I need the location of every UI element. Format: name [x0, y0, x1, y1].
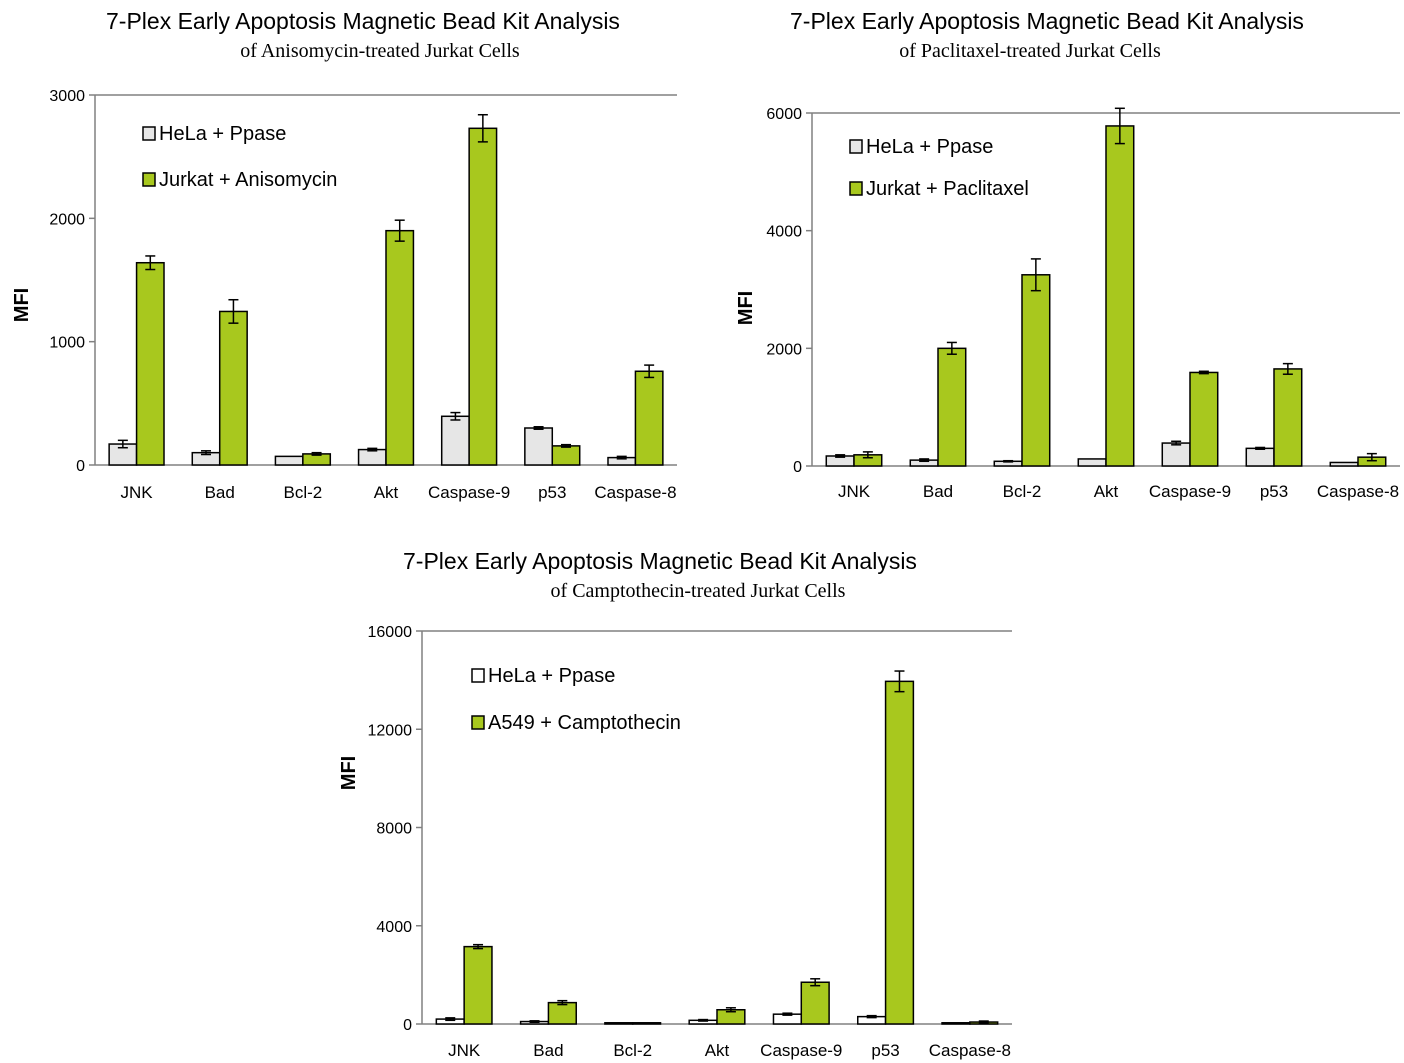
- bar: [1273, 368, 1303, 467]
- bar: [1161, 442, 1191, 467]
- bar: [937, 347, 967, 467]
- x-tick-label: Caspase-8: [594, 483, 676, 502]
- bar: [547, 1001, 577, 1025]
- chart-panel-camptothecin: 7-Plex Early Apoptosis Magnetic Bead Kit…: [300, 540, 1100, 1063]
- x-tick-label: JNK: [838, 482, 871, 501]
- bar: [218, 310, 248, 466]
- legend-label: A549 + Camptothecin: [488, 712, 681, 734]
- bar-chart-anisomycin: 0 1000 2000 3000 MFI JNK Bad Bcl-2 Akt Caspase-9 p…: [11, 88, 677, 502]
- bar: [135, 261, 165, 466]
- y-tick-label: 1000: [49, 335, 85, 352]
- y-tick-label: 2000: [49, 211, 85, 228]
- bar: [1077, 458, 1107, 467]
- bar: [1245, 447, 1275, 467]
- legend-swatch: [471, 668, 485, 683]
- x-tick-label: Caspase-8: [1317, 482, 1399, 501]
- y-tick-label: 0: [793, 459, 802, 476]
- legend-swatch: [142, 172, 156, 187]
- x-tick-label: Akt: [1094, 482, 1119, 501]
- legend-swatch: [849, 139, 863, 154]
- legend-swatch: [471, 715, 485, 730]
- chart-title: 7-Plex Early Apoptosis Magnetic Bead Kit…: [403, 548, 917, 574]
- x-tick-label: p53: [871, 1041, 899, 1060]
- bar: [524, 427, 554, 466]
- chart-subtitle: of Anisomycin-treated Jurkat Cells: [240, 40, 520, 62]
- x-tick-label: Caspase-9: [428, 483, 510, 502]
- y-tick-label: 3000: [49, 88, 85, 105]
- legend-swatch: [142, 126, 156, 141]
- bar: [551, 445, 581, 466]
- y-axis-label: MFI: [11, 288, 33, 322]
- x-tick-label: Akt: [374, 483, 399, 502]
- y-tick-label: 4000: [376, 919, 412, 936]
- chart-subtitle: of Paclitaxel-treated Jurkat Cells: [899, 40, 1161, 62]
- legend-swatch: [849, 181, 863, 196]
- x-tick-label: Bcl-2: [1003, 482, 1042, 501]
- bar: [941, 1022, 971, 1025]
- bar: [604, 1022, 634, 1025]
- bar: [385, 229, 415, 466]
- y-tick-label: 8000: [376, 821, 412, 838]
- legend-label: HeLa + Ppase: [866, 136, 993, 158]
- x-tick-label: Bcl-2: [283, 483, 322, 502]
- bar: [440, 415, 470, 466]
- x-tick-label: Bcl-2: [613, 1041, 652, 1060]
- y-axis-label: MFI: [338, 756, 360, 790]
- legend-label: HeLa + Ppase: [488, 665, 615, 687]
- chart-title: 7-Plex Early Apoptosis Magnetic Bead Kit…: [790, 8, 1304, 34]
- bar: [634, 370, 664, 466]
- bar-chart-paclitaxel: 0 2000 4000 6000 MFI JNK Bad Bcl-2 Akt Caspase-9 p…: [735, 106, 1400, 501]
- bar: [884, 680, 915, 1025]
- x-tick-label: JNK: [448, 1041, 481, 1060]
- chart-title: 7-Plex Early Apoptosis Magnetic Bead Kit…: [106, 8, 620, 34]
- chart-subtitle: of Camptothecin-treated Jurkat Cells: [550, 580, 846, 602]
- y-tick-label: 16000: [368, 624, 413, 641]
- legend-label: Jurkat + Paclitaxel: [866, 178, 1029, 200]
- y-tick-label: 2000: [766, 341, 802, 358]
- legend-label: HeLa + Ppase: [159, 123, 286, 145]
- x-tick-label: Caspase-9: [1149, 482, 1231, 501]
- bar: [463, 945, 493, 1025]
- y-tick-label: 6000: [766, 106, 802, 123]
- bar: [357, 448, 387, 466]
- y-axis-label: MFI: [735, 291, 757, 325]
- bar: [1021, 274, 1051, 467]
- bar: [1329, 461, 1359, 467]
- bar: [1105, 125, 1135, 467]
- y-tick-label: 4000: [766, 224, 802, 241]
- bar: [1189, 371, 1219, 467]
- bar: [631, 1022, 662, 1025]
- x-tick-label: p53: [1260, 482, 1288, 501]
- x-tick-label: Bad: [205, 483, 235, 502]
- chart-panel-paclitaxel: 7-Plex Early Apoptosis Magnetic Bead Kit…: [700, 0, 1404, 530]
- y-tick-label: 0: [76, 458, 85, 475]
- x-tick-label: Bad: [923, 482, 953, 501]
- y-tick-label: 12000: [368, 722, 413, 739]
- x-tick-label: Caspase-8: [929, 1041, 1011, 1060]
- chart-panel-anisomycin: 7-Plex Early Apoptosis Magnetic Bead Kit…: [0, 0, 700, 530]
- bar: [274, 455, 304, 466]
- x-tick-label: Caspase-9: [760, 1041, 842, 1060]
- bar-chart-camptothecin: 0 4000 8000 12000 16000 MFI JNK Bad Bcl-2 Akt Casp…: [338, 624, 1012, 1060]
- legend-label: Jurkat + Anisomycin: [159, 169, 337, 191]
- y-tick-label: 0: [403, 1017, 412, 1034]
- x-tick-label: Akt: [705, 1041, 730, 1060]
- x-tick-label: Bad: [533, 1041, 563, 1060]
- x-tick-label: p53: [538, 483, 566, 502]
- x-tick-label: JNK: [121, 483, 154, 502]
- bar: [800, 981, 830, 1025]
- bar: [468, 127, 498, 466]
